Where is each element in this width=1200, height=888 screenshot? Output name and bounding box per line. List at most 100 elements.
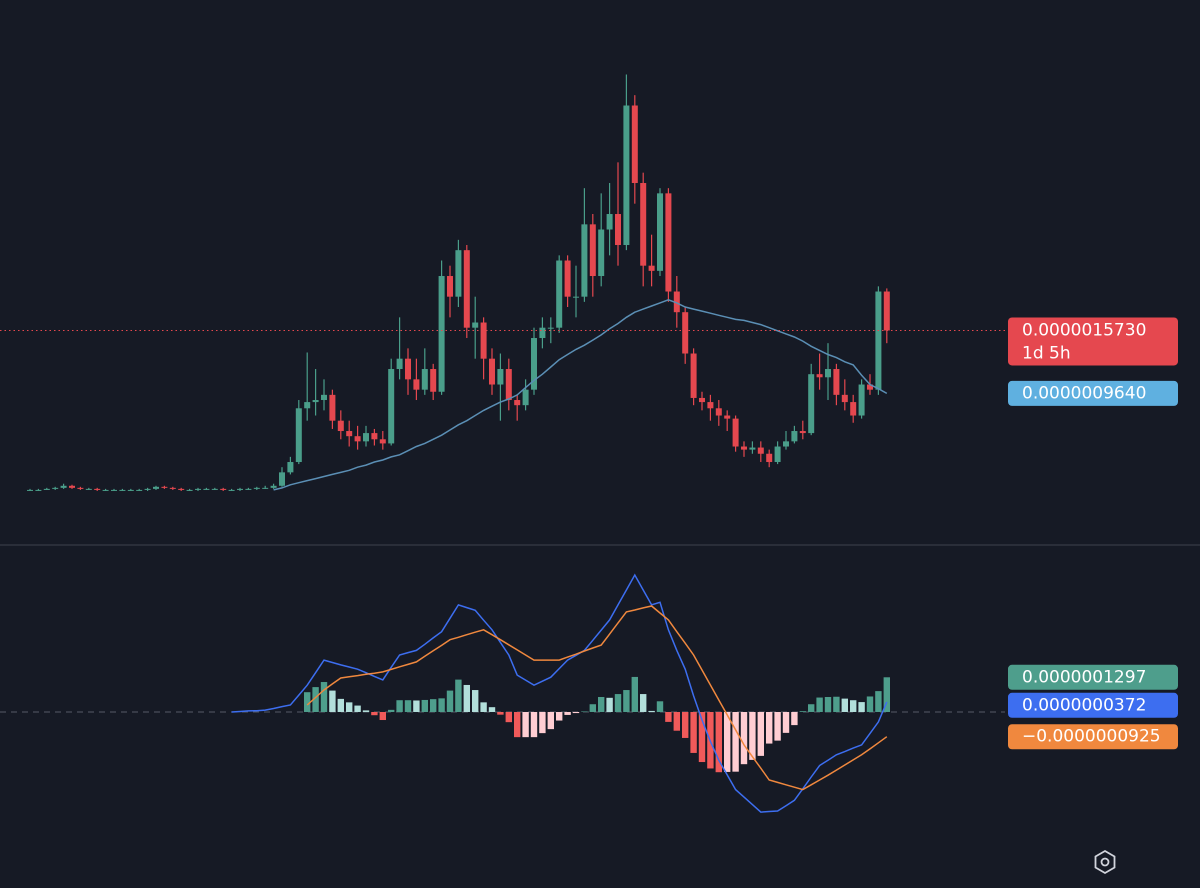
histogram-bar xyxy=(614,694,622,712)
candle-body xyxy=(136,489,143,491)
candle-body xyxy=(757,447,764,454)
candle-body xyxy=(463,250,470,328)
macd-value-label: 0.0000000372 xyxy=(1022,695,1146,715)
ma-value-label: 0.0000009640 xyxy=(1022,383,1146,403)
candle-body xyxy=(522,389,529,406)
histogram-bar xyxy=(514,711,521,738)
candle-body xyxy=(312,400,319,403)
histogram-bar xyxy=(463,684,470,712)
candle-body xyxy=(354,436,361,442)
histogram-bar xyxy=(883,677,890,712)
histogram-bar xyxy=(623,690,630,712)
candle-body xyxy=(791,431,798,442)
candle-body xyxy=(816,374,823,378)
histogram-bar xyxy=(656,701,664,712)
histogram-bar xyxy=(850,700,857,712)
histogram-bar xyxy=(379,711,386,721)
candle-body xyxy=(665,193,672,292)
candle-body xyxy=(741,446,747,450)
candle-body xyxy=(35,489,42,491)
candle-body xyxy=(497,369,504,385)
candle-body xyxy=(732,418,739,447)
candle-body xyxy=(430,369,437,392)
candle-body xyxy=(52,487,59,489)
candle-body xyxy=(858,384,865,416)
candle-body xyxy=(379,439,386,444)
candle-body xyxy=(690,353,697,398)
candle-body xyxy=(438,276,445,392)
candle-body xyxy=(161,486,168,488)
candle-body xyxy=(623,105,630,246)
candle-body xyxy=(657,193,663,271)
last-price-box xyxy=(1008,317,1178,366)
signal-line xyxy=(306,605,888,791)
countdown-label: 1d 5h xyxy=(1022,343,1071,363)
candle-body xyxy=(262,487,269,489)
candle-body xyxy=(715,408,722,416)
histogram-bar xyxy=(488,707,496,712)
candle-body xyxy=(841,394,848,403)
candle-body xyxy=(480,322,487,359)
candle-body xyxy=(766,453,773,463)
histogram-bar xyxy=(362,710,370,712)
macd-value-box xyxy=(1008,692,1178,718)
macd-line xyxy=(231,573,888,813)
histogram-bar xyxy=(766,711,773,744)
settings-icon[interactable] xyxy=(1094,849,1116,875)
candle-body xyxy=(489,358,495,385)
histogram-bar xyxy=(631,676,638,712)
settings-hexagon xyxy=(1094,849,1116,875)
candle-body xyxy=(346,431,353,437)
histogram-bar xyxy=(816,697,823,712)
candle-body xyxy=(699,397,705,403)
candle-body xyxy=(69,485,75,488)
histogram-bar xyxy=(404,700,412,712)
candle-body xyxy=(178,488,185,490)
candle-body xyxy=(405,358,411,380)
candle-body xyxy=(631,105,638,184)
candle-body xyxy=(833,369,840,395)
candle-body xyxy=(329,394,336,421)
candle-body xyxy=(564,260,571,297)
candle-body xyxy=(606,214,613,230)
candle-body xyxy=(505,369,512,401)
last-price-label: 0.0000015730 xyxy=(1022,320,1146,340)
candle-body xyxy=(850,402,857,416)
marks xyxy=(0,74,1005,813)
candle-body xyxy=(77,487,84,489)
histogram-bar xyxy=(690,711,697,753)
candle-body xyxy=(127,489,134,491)
candle-body xyxy=(514,400,521,406)
histogram-bar xyxy=(539,711,546,734)
candle-body xyxy=(539,327,546,339)
histogram-bar xyxy=(455,679,462,712)
histogram-bar xyxy=(480,702,487,712)
histogram-bar xyxy=(505,711,512,723)
candle-body xyxy=(153,486,159,489)
candle-body xyxy=(808,374,815,434)
ma-value-box xyxy=(1008,380,1178,406)
candle-body xyxy=(682,312,689,354)
histogram-bar xyxy=(732,711,739,772)
histogram-bar xyxy=(564,711,571,715)
candle-body xyxy=(60,485,67,488)
candle-body xyxy=(27,489,33,491)
histogram-bar xyxy=(598,697,605,712)
histogram-value-label: 0.0000001297 xyxy=(1022,667,1146,687)
candle-body xyxy=(472,322,479,328)
histogram-bar xyxy=(791,711,798,726)
candle-body xyxy=(245,488,252,490)
candle-body xyxy=(883,291,890,331)
histogram-bar xyxy=(396,700,403,712)
histogram-bar xyxy=(438,698,445,712)
histogram-bar xyxy=(320,682,328,712)
candle-body xyxy=(169,487,176,489)
candle-body xyxy=(673,291,680,313)
histogram-bar xyxy=(682,711,689,738)
histogram-bar xyxy=(698,711,706,763)
candle-body xyxy=(111,489,117,491)
candle-body xyxy=(799,431,806,434)
candle-body xyxy=(589,224,596,277)
candle-body xyxy=(94,488,101,490)
candle-body xyxy=(321,394,327,401)
